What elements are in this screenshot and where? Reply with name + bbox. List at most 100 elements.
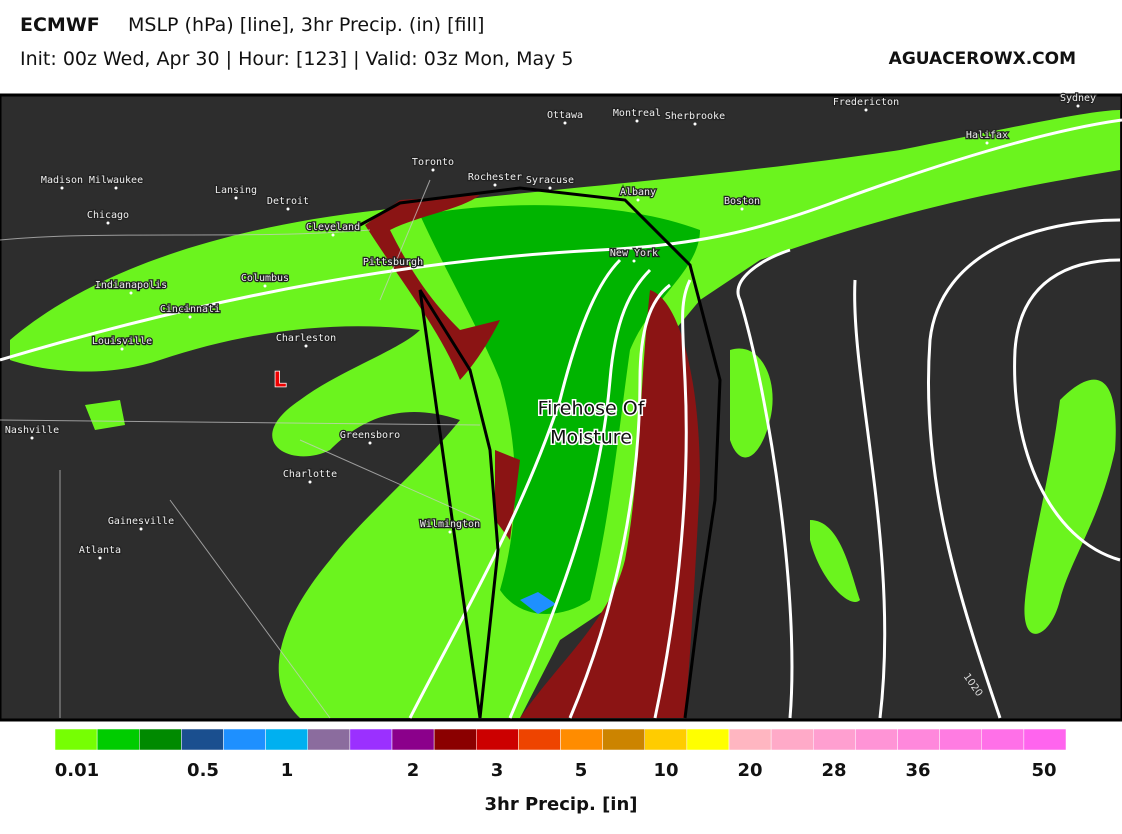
city-label: Lansing xyxy=(215,185,257,196)
colorbar-swatch xyxy=(644,728,688,751)
city-dot xyxy=(985,141,989,145)
colorbar-label: 0.5 xyxy=(187,760,219,781)
model: ECMWF xyxy=(20,14,100,36)
city-label: Rochester xyxy=(468,172,522,183)
city-dot xyxy=(308,480,312,484)
colorbar-swatch xyxy=(518,728,561,751)
city-label: Charlotte xyxy=(283,469,337,480)
city-dot xyxy=(106,221,110,225)
city-labels: Ottawa Montreal Sherbrooke Fredericton Sydne… xyxy=(4,92,1097,560)
city-label: Montreal xyxy=(613,108,661,119)
city-label: New York xyxy=(610,248,658,259)
run-info: Init: 00z Wed, Apr 30 | Hour: [123] | Va… xyxy=(20,48,574,70)
colorbar-label: 50 xyxy=(1031,760,1056,781)
colorbar-swatch xyxy=(181,728,224,751)
city-label: Cleveland xyxy=(306,222,360,233)
city-dot xyxy=(548,186,552,190)
low-marker: L xyxy=(274,368,287,392)
colorbar-swatch xyxy=(770,728,814,751)
colorbar-swatch xyxy=(855,728,898,751)
colorbar-swatch xyxy=(265,728,308,751)
city-label: Madison xyxy=(41,175,83,186)
annotation: Moisture xyxy=(550,427,632,449)
fields: MSLP (hPa) [line], 3hr Precip. (in) [fil… xyxy=(128,14,485,36)
city-dot xyxy=(98,556,102,560)
city-label: Indianapolis xyxy=(95,280,167,291)
city-label: Ottawa xyxy=(547,110,583,121)
city-label: Charleston xyxy=(276,333,336,344)
city-dot xyxy=(114,186,118,190)
city-label: Greensboro xyxy=(340,430,400,441)
colorbar-swatch xyxy=(391,728,435,751)
colorbar-swatch xyxy=(433,728,477,751)
colorbar-swatch xyxy=(96,728,140,751)
colorbar-label: 2 xyxy=(407,760,420,781)
city-label: Syracuse xyxy=(526,175,574,186)
city-label: Nashville xyxy=(5,425,59,436)
city-label: Gainesville xyxy=(108,516,174,527)
city-dot xyxy=(632,259,636,263)
city-dot xyxy=(30,436,34,440)
city-dot xyxy=(139,527,143,531)
city-dot xyxy=(493,183,497,187)
colorbar-swatch xyxy=(560,728,603,751)
colorbar-swatch xyxy=(307,728,351,751)
colorbar-label: 36 xyxy=(905,760,930,781)
city-label: Columbus xyxy=(241,273,289,284)
colorbar-swatch xyxy=(686,728,730,751)
colorbar: 0.01 0.5 1 2 3 5 10 20 28 36 50 xyxy=(54,728,1067,781)
city-dot xyxy=(368,441,372,445)
city-dot xyxy=(563,121,567,125)
colorbar-title: 3hr Precip. [in] xyxy=(484,794,637,815)
city-dot xyxy=(635,119,639,123)
city-dot xyxy=(391,268,395,272)
colorbar-swatch xyxy=(939,728,982,751)
colorbar-swatch xyxy=(813,728,856,751)
city-dot xyxy=(188,315,192,319)
city-label: Sherbrooke xyxy=(665,111,725,122)
isobars xyxy=(0,118,1122,719)
city-label: Wilmington xyxy=(420,519,480,530)
colorbar-label: 20 xyxy=(737,760,762,781)
city-label: Cincinnati xyxy=(160,304,220,315)
colorbar-label: 28 xyxy=(821,760,846,781)
annotation: Firehose Of xyxy=(538,398,646,420)
city-label: Louisville xyxy=(92,336,152,347)
colorbar-label: 5 xyxy=(575,760,588,781)
city-dot xyxy=(263,284,267,288)
city-label: Pittsburgh xyxy=(363,257,423,268)
colorbar-swatch xyxy=(476,728,519,751)
city-label: Detroit xyxy=(267,196,309,207)
city-label: Halifax xyxy=(966,130,1008,141)
city-dot xyxy=(740,207,744,211)
precip-heavy xyxy=(365,195,700,718)
colorbar-swatch xyxy=(54,728,98,751)
city-dot xyxy=(636,198,640,202)
colorbar-label: 0.01 xyxy=(55,760,99,781)
city-dot xyxy=(60,186,64,190)
precip-moderate xyxy=(420,205,700,614)
colorbar-swatch xyxy=(728,728,772,751)
city-dot xyxy=(693,122,697,126)
colorbar-swatch xyxy=(602,728,645,751)
site: AGUACEROWX.COM xyxy=(888,49,1076,69)
city-dot xyxy=(331,233,335,237)
colorbar-label: 10 xyxy=(653,760,678,781)
colorbar-swatch xyxy=(897,728,940,751)
city-dot xyxy=(120,347,124,351)
city-dot xyxy=(1076,104,1080,108)
city-label: Chicago xyxy=(87,210,129,221)
precip-max xyxy=(520,592,556,614)
city-dot xyxy=(448,530,452,534)
city-dot xyxy=(234,196,238,200)
city-dot xyxy=(304,344,308,348)
colorbar-swatch xyxy=(349,728,393,751)
colorbar-label: 1 xyxy=(281,760,294,781)
city-dot xyxy=(286,207,290,211)
city-dot xyxy=(129,291,133,295)
colorbar-swatch xyxy=(223,728,266,751)
colorbar-swatch xyxy=(981,728,1025,751)
city-label: Boston xyxy=(724,196,760,207)
